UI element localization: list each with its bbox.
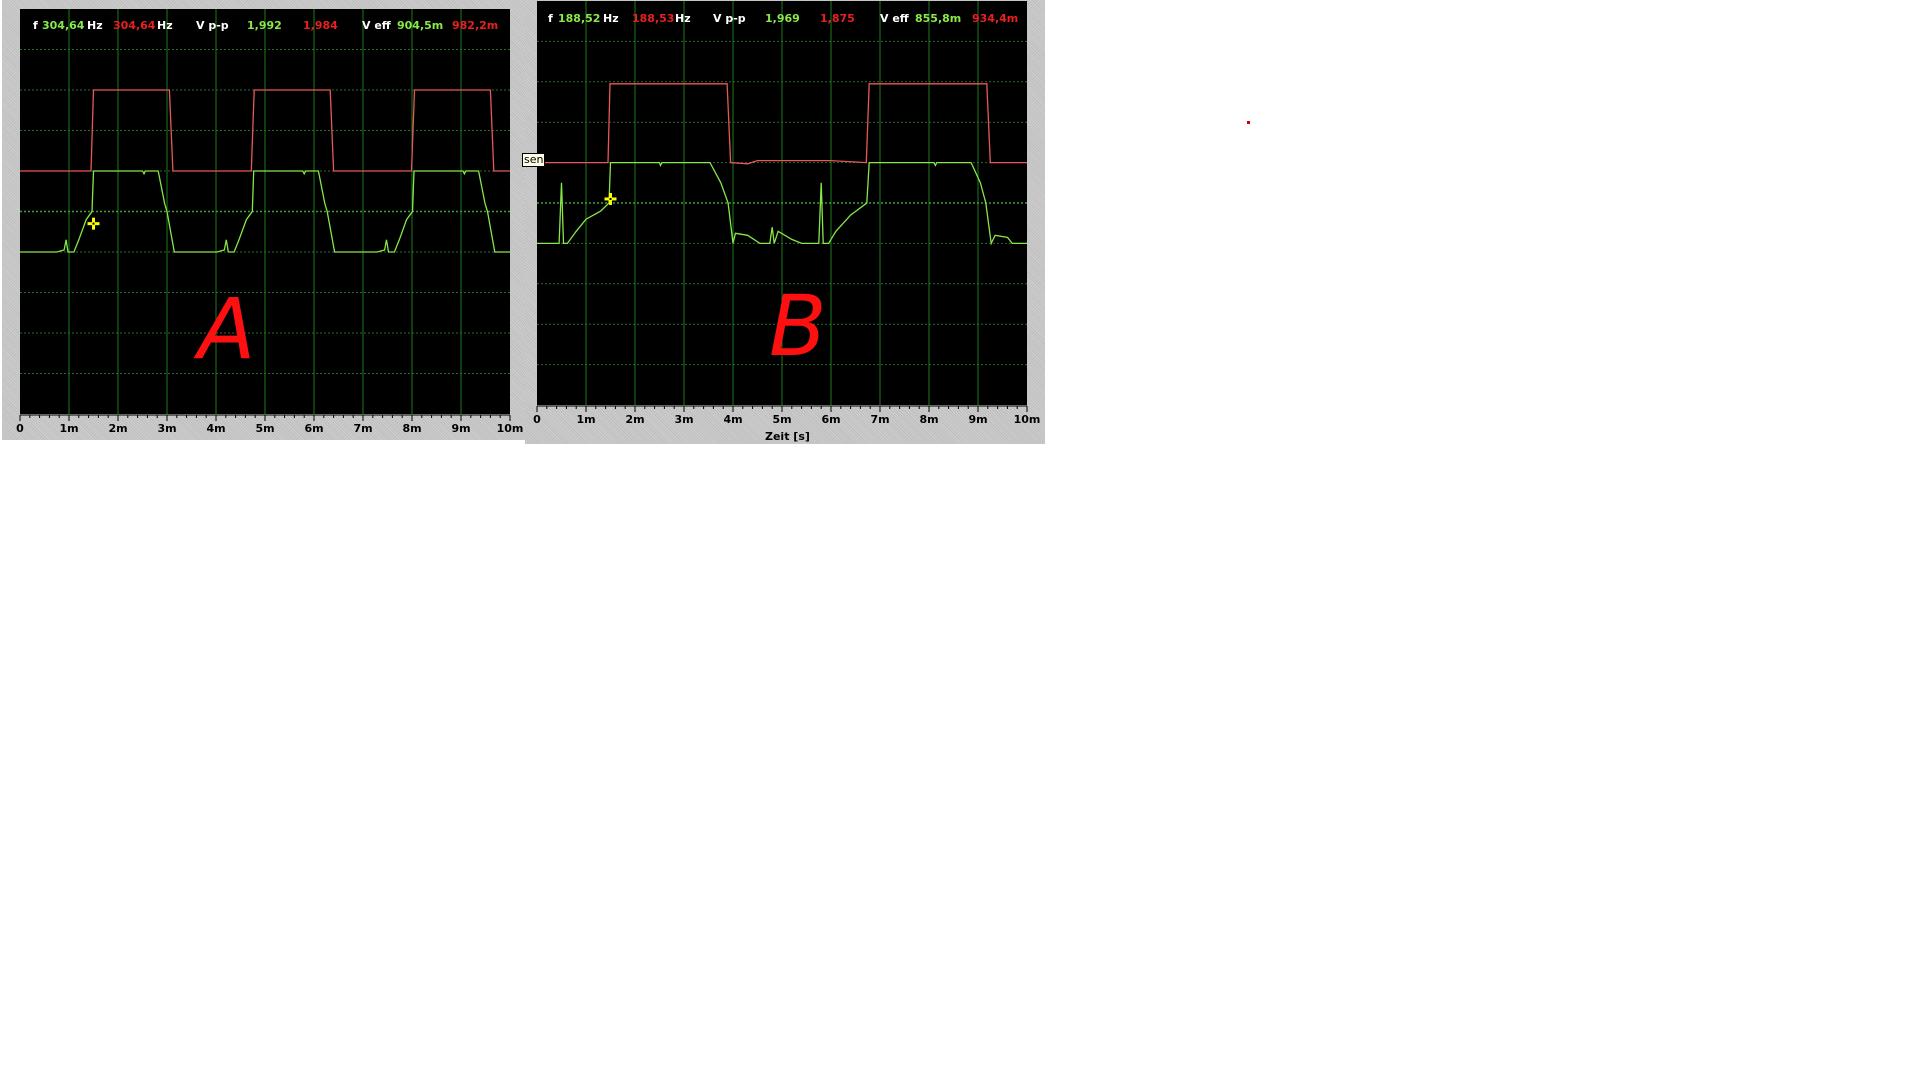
- x-tick-label: 3m: [674, 413, 694, 426]
- x-tick-label: 10m: [1013, 413, 1041, 426]
- x-axis-b: 0 1m 2m 3m 4m 5m 6m 7m 8m 9m 10m: [533, 405, 1040, 435]
- vpp-green-value: 1,969: [765, 12, 800, 25]
- freq-red-value: 304,64: [113, 19, 156, 32]
- cursor-crosshair-icon[interactable]: [604, 192, 617, 205]
- scope-panel-a: f 304,64 Hz 304,64 Hz V p-p 1,992 1,984 …: [2, 0, 525, 440]
- freq-green-value: 188,52: [558, 12, 601, 25]
- x-tick-label: 0: [533, 413, 541, 426]
- x-tick-label: 0: [16, 422, 24, 435]
- veff-label: V eff: [362, 19, 391, 32]
- x-axis-ticks: [536, 405, 1028, 412]
- stray-red-dot: [1247, 121, 1250, 124]
- tooltip: sen: [522, 153, 546, 167]
- annotation-letter-a: A: [198, 280, 256, 378]
- freq-red-unit: Hz: [675, 12, 691, 25]
- freq-red-unit: Hz: [157, 19, 173, 32]
- x-tick-label: 2m: [108, 422, 128, 435]
- trace-red: [537, 83, 1027, 165]
- x-tick-label: 3m: [157, 422, 177, 435]
- measurement-readout-b: f 188,52 Hz 188,53 Hz V p-p 1,969 1,875 …: [537, 1, 1027, 31]
- freq-label: f: [33, 19, 38, 32]
- x-tick-label: 6m: [821, 413, 841, 426]
- scope-panel-b: f 188,52 Hz 188,53 Hz V p-p 1,969 1,875 …: [525, 0, 1045, 444]
- veff-green-value: 904,5m: [397, 19, 444, 32]
- vpp-label: V p-p: [196, 19, 229, 32]
- x-tick-label: 9m: [968, 413, 988, 426]
- x-tick-label: 1m: [59, 422, 79, 435]
- waveform-canvas-b: [537, 1, 1027, 405]
- measurement-readout-a: f 304,64 Hz 304,64 Hz V p-p 1,992 1,984 …: [20, 9, 510, 39]
- x-tick-label: 7m: [353, 422, 373, 435]
- freq-label: f: [548, 12, 553, 25]
- x-tick-label: 7m: [870, 413, 890, 426]
- x-tick-label: 8m: [919, 413, 939, 426]
- x-tick-label: 8m: [402, 422, 422, 435]
- cursor-crosshair-icon[interactable]: [87, 217, 100, 230]
- trace-green: [537, 161, 1027, 246]
- vpp-label: V p-p: [713, 12, 746, 25]
- freq-green-unit: Hz: [87, 19, 103, 32]
- x-axis-title-b: Zeit [s]: [765, 430, 810, 443]
- vpp-red-value: 1,875: [820, 12, 855, 25]
- trace-red: [20, 89, 510, 172]
- veff-red-value: 982,2m: [452, 19, 499, 32]
- freq-red-value: 188,53: [632, 12, 675, 25]
- scope-plot-b[interactable]: f 188,52 Hz 188,53 Hz V p-p 1,969 1,875 …: [537, 1, 1027, 405]
- x-tick-label: 9m: [451, 422, 471, 435]
- waveform-canvas-a: [20, 9, 510, 414]
- veff-red-value: 934,4m: [972, 12, 1019, 25]
- x-tick-label: 4m: [206, 422, 226, 435]
- x-axis-a: 0 1m 2m 3m 4m 5m 6m 7m 8m 9m 10m: [16, 414, 523, 444]
- freq-green-value: 304,64: [42, 19, 85, 32]
- x-tick-label: 1m: [576, 413, 596, 426]
- x-tick-label: 5m: [772, 413, 792, 426]
- x-tick-label: 2m: [625, 413, 645, 426]
- x-tick-label: 10m: [496, 422, 524, 435]
- veff-green-value: 855,8m: [915, 12, 962, 25]
- trace-green: [20, 170, 510, 253]
- vpp-green-value: 1,992: [247, 19, 282, 32]
- x-tick-label: 4m: [723, 413, 743, 426]
- freq-green-unit: Hz: [603, 12, 619, 25]
- scope-plot-a[interactable]: f 304,64 Hz 304,64 Hz V p-p 1,992 1,984 …: [20, 9, 510, 414]
- x-tick-label: 5m: [255, 422, 275, 435]
- x-tick-label: 6m: [304, 422, 324, 435]
- veff-label: V eff: [880, 12, 909, 25]
- annotation-letter-b: B: [769, 277, 827, 375]
- vpp-red-value: 1,984: [303, 19, 338, 32]
- x-axis-ticks: [19, 414, 511, 421]
